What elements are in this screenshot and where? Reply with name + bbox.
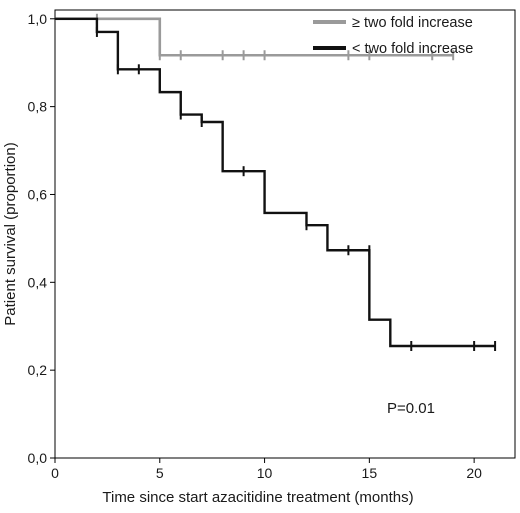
x-tick-label: 20 bbox=[466, 465, 482, 481]
survival-curve-series-1 bbox=[55, 17, 496, 348]
legend-label-series-0: ≥ two fold increase bbox=[352, 15, 473, 31]
y-tick-label: 0,2 bbox=[28, 362, 48, 378]
axis-ticks bbox=[50, 18, 475, 463]
x-tick-label: 5 bbox=[156, 465, 164, 481]
x-tick-labels: 0 5 10 15 20 bbox=[51, 465, 482, 481]
y-tick-label: 0,4 bbox=[28, 274, 48, 290]
plot-frame bbox=[54, 9, 516, 459]
survival-curve-series-0 bbox=[55, 17, 454, 57]
x-tick-label: 0 bbox=[51, 465, 59, 481]
y-tick-label: 1,0 bbox=[28, 11, 48, 27]
y-tick-labels: 0,0 0,2 0,4 0,6 0,8 1,0 bbox=[28, 11, 48, 466]
y-axis-title: Patient survival (proportion) bbox=[2, 142, 19, 325]
legend: ≥ two fold increase < two fold increase bbox=[313, 15, 473, 57]
y-tick-label: 0,6 bbox=[28, 186, 48, 202]
legend-label-series-1: < two fold increase bbox=[352, 41, 473, 57]
x-tick-label: 15 bbox=[362, 465, 378, 481]
x-axis-title: Time since start azacitidine treatment (… bbox=[102, 489, 413, 506]
y-tick-label: 0,8 bbox=[28, 99, 48, 115]
p-value-annotation: P=0.01 bbox=[387, 400, 435, 417]
x-tick-label: 10 bbox=[257, 465, 273, 481]
series-layer bbox=[55, 13, 497, 351]
y-tick-label: 0,0 bbox=[28, 450, 48, 466]
